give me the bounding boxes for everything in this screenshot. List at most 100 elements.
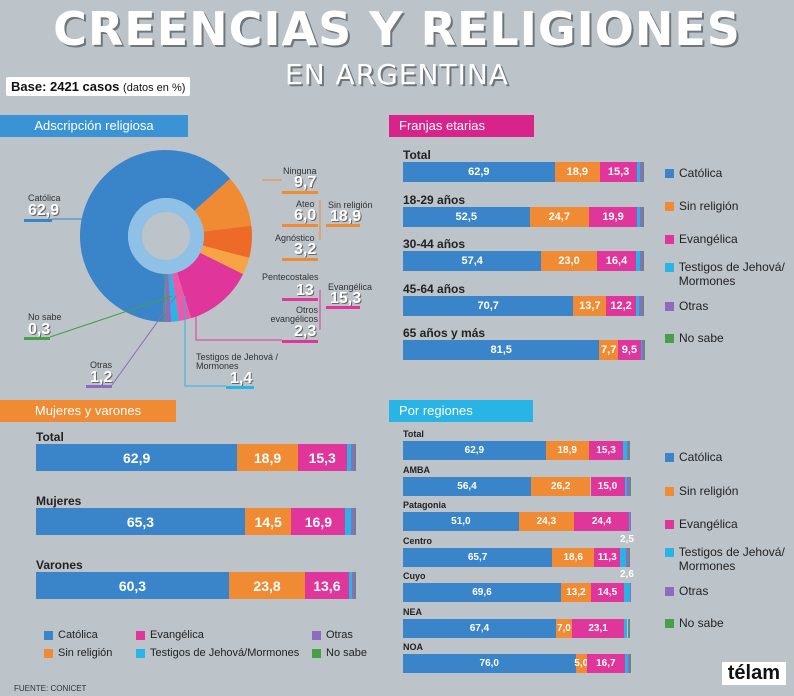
pie-underline-evangelica [326, 306, 360, 309]
pie-underline-testigos [226, 386, 254, 389]
bar-value-label: 57,4 [461, 255, 483, 267]
pie-label-ateo: Ateo [296, 199, 315, 209]
swatch-catolica [665, 168, 674, 178]
bar-segment-no-sabe [355, 572, 356, 599]
bar-segment-catolica: 76,0 [403, 654, 576, 673]
pie-label-catolica: Católica [28, 193, 61, 203]
leader-no-sabe [49, 295, 173, 338]
bar-segment-catolica: 70,7 [403, 295, 574, 316]
legend-label: Sin religión [679, 484, 739, 498]
bar-outside-label: 2,5 [620, 533, 634, 545]
bar-value-label: 24,4 [591, 516, 612, 527]
bar-segment-catolica: 65,7 [403, 547, 553, 567]
stacked-bar: 67,4 7,0 23,1 [403, 618, 630, 638]
bar-segment-evangelica: 16,4 [596, 251, 637, 271]
legend-otras: Otras [665, 584, 708, 598]
pie-underline-no-sabe [24, 337, 50, 340]
bar-segment-testigos [636, 251, 640, 271]
legend-otras: Otras [665, 299, 708, 313]
bar-segment-evangelica: 16,7 [586, 654, 625, 673]
bar-value-label: 56,4 [457, 480, 477, 492]
bar-segment-sin-religion: 13,7 [573, 295, 607, 316]
legend-testigos: Testigos de Jehová/ Mormones [665, 260, 793, 288]
pie-slice-otros-evang-licos [171, 272, 192, 322]
bar-segment-testigos [624, 654, 629, 673]
swatch-otras [665, 586, 674, 596]
bar-segment-no-sabe [643, 295, 644, 316]
stacked-bar: 62,9 18,9 15,3 [36, 444, 356, 471]
bar-segment-no-sabe [629, 441, 630, 460]
legend-label: Testigos de Jehová/ Mormones [678, 260, 785, 288]
pie-underline-otras [86, 385, 112, 388]
pie-slice-cat-lica [80, 150, 231, 322]
bar-segment-otras [352, 572, 356, 599]
bar-segment-catolica: 62,9 [36, 444, 238, 471]
bar-segment-catolica: 57,4 [403, 251, 542, 271]
swatch-sin-religion [665, 486, 674, 496]
pie-label-no-sabe: No sabe [28, 312, 62, 322]
pie-label-otros-evangelicos: Otros evangélicos [270, 305, 318, 324]
swatch-no-sabe [665, 618, 674, 628]
pie-value-pentecostales: 13 [296, 282, 314, 299]
bar-segment-otras [626, 441, 630, 460]
bar-segment-no-sabe [643, 162, 644, 182]
stacked-bar: 60,3 23,8 13,6 [36, 572, 356, 599]
bar-segment-otras [639, 295, 644, 316]
legend-catolica: Católica [665, 450, 722, 464]
pie-value-agnostico: 3,2 [294, 241, 317, 258]
bar-segment-no-sabe [629, 618, 630, 638]
bar-value-label: 7,7 [601, 344, 617, 356]
bar-value-label: 18,9 [566, 166, 589, 178]
bar-segment-testigos [635, 295, 640, 316]
legend-label: No sabe [326, 647, 367, 659]
legend-label: Otras [679, 584, 709, 598]
pie-underline-otros-evangelicos [282, 340, 318, 343]
pie-underline-pentecostales [282, 298, 318, 301]
bar-segment-evangelica: 15,3 [600, 162, 637, 182]
bar-segment-testigos [346, 444, 352, 471]
bar-row-label: Total [403, 148, 431, 162]
legend-label: No sabe [679, 331, 724, 345]
pie-value-ninguna: 9,7 [294, 174, 317, 191]
section-header-regiones: Por regiones [389, 400, 533, 422]
bar-value-label: 18,9 [557, 445, 577, 456]
bar-segment-testigos [623, 441, 627, 460]
bar-segment-testigos [624, 618, 628, 638]
swatch-catolica [44, 630, 53, 640]
pie-slice-no-sabe [163, 273, 166, 322]
legend-label: Católica [58, 629, 98, 641]
pie-value-otros-evangelicos: 2,3 [294, 323, 317, 340]
bar-segment-otras [627, 618, 630, 638]
leader-testigos [184, 296, 226, 387]
stacked-bar: 57,4 23,0 16,4 [403, 251, 644, 271]
bar-segment-otras [639, 251, 644, 271]
stacked-bar: 69,6 13,2 14,5 [403, 583, 630, 602]
pie-slice-testigos-de-jehov-mormones [168, 273, 179, 322]
bar-value-label: 23,0 [558, 255, 580, 267]
pie-value-testigos: 1,4 [230, 370, 253, 387]
swatch-otras [312, 630, 321, 640]
bar-segment-otras [627, 476, 630, 496]
stacked-bar: 62,9 18,9 15,3 [403, 162, 644, 182]
bar-segment-sin-religion: 7,7 [599, 340, 618, 360]
bar-value-label: 16,4 [605, 255, 628, 267]
legend-label: Testigos de Jehová/Mormones [150, 647, 300, 659]
stacked-bar: 56,4 26,2 15,0 [403, 476, 630, 496]
stacked-bar: 65,7 18,6 11,3 [403, 547, 630, 567]
bar-value-label: 60,3 [118, 577, 147, 594]
stacked-bar: 70,7 13,7 12,2 [403, 295, 644, 316]
legend-otras: Otras [312, 629, 353, 641]
bar-segment-evangelica: 14,5 [590, 583, 624, 602]
legend-evangelica: Evangélica [665, 232, 738, 246]
religion-pie-chart [80, 150, 252, 322]
pie-label-evangelica: Evangélica [328, 282, 373, 292]
bar-segment-otras [628, 654, 630, 673]
pie-value-evangelica: 15,3 [330, 290, 362, 307]
bar-row-label: 18-29 años [403, 192, 466, 207]
bar-segment-testigos [637, 162, 641, 182]
bar-value-label: 18,9 [253, 449, 282, 466]
bar-segment-sin-religion: 18,9 [554, 162, 601, 182]
legend-no-sabe: No sabe [665, 616, 724, 630]
bar-segment-sin-religion: 13,2 [560, 583, 591, 602]
leader-otras [111, 295, 177, 386]
